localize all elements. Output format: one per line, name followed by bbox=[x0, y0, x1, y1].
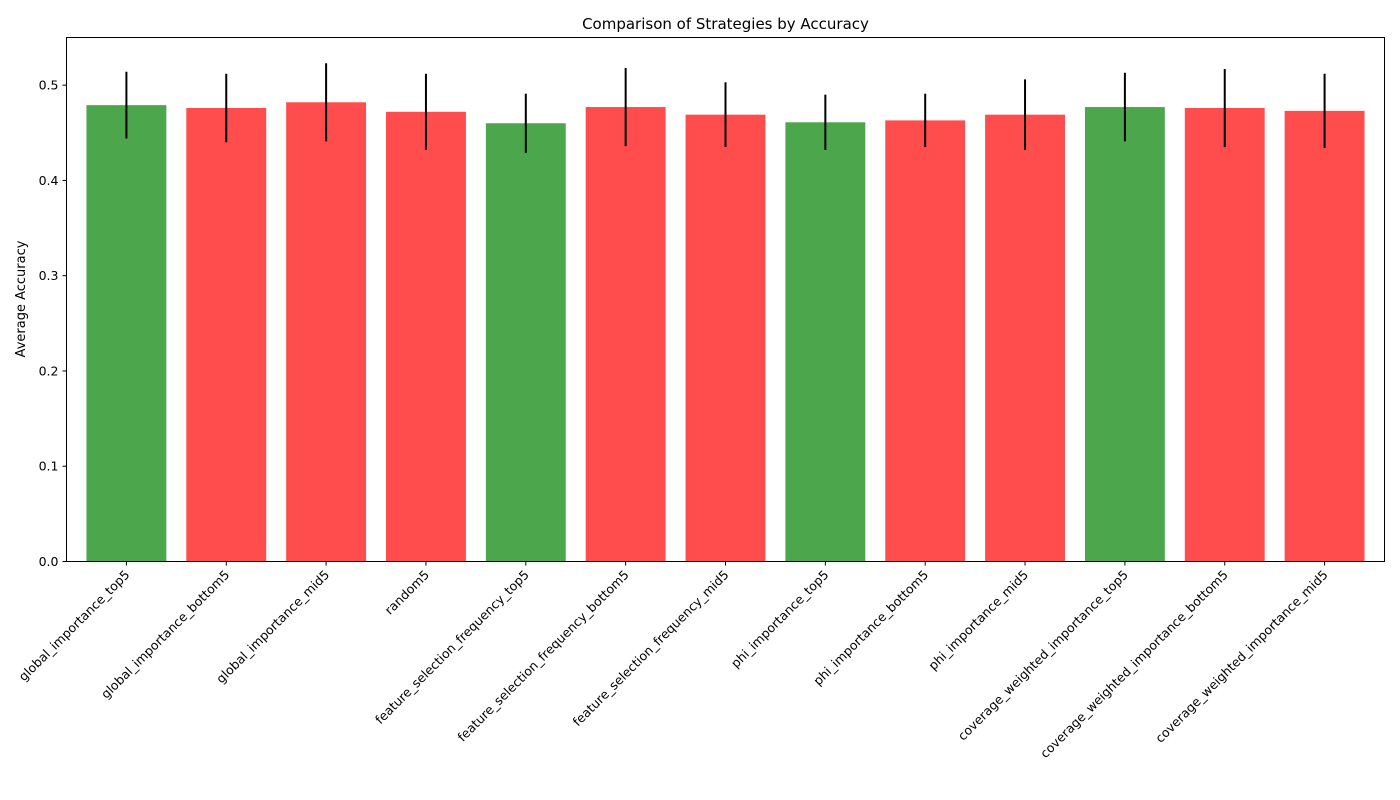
bar-feature_selection_frequency_bottom5 bbox=[585, 107, 666, 562]
x-tick-label-coverage_weighted_importance_top5: coverage_weighted_importance_top5 bbox=[955, 567, 1131, 743]
y-tick-label-0.3: 0.3 bbox=[39, 268, 59, 283]
x-axis: global_importance_top5 global_importance_… bbox=[16, 561, 1331, 761]
x-tick-label-phi_importance_top5: phi_importance_top5 bbox=[728, 567, 832, 671]
chart-title: Comparison of Strategies by Accuracy bbox=[582, 15, 869, 33]
y-tick-label-0.0: 0.0 bbox=[39, 554, 59, 569]
bars-layer bbox=[86, 102, 1365, 562]
bar-coverage_weighted_importance_top5 bbox=[1084, 107, 1165, 562]
bar-global_importance_bottom5 bbox=[186, 108, 267, 562]
x-tick-label-coverage_weighted_importance_bottom5: coverage_weighted_importance_bottom5 bbox=[1037, 567, 1231, 761]
bar-phi_importance_mid5 bbox=[985, 114, 1065, 562]
y-tick-label-0.5: 0.5 bbox=[39, 78, 59, 93]
y-axis-label: Average Accuracy bbox=[14, 240, 29, 357]
bar-feature_selection_frequency_top5 bbox=[485, 123, 566, 562]
x-tick-label-feature_selection_frequency_top5: feature_selection_frequency_top5 bbox=[372, 567, 532, 727]
x-tick-label-feature_selection_frequency_bottom5: feature_selection_frequency_bottom5 bbox=[454, 567, 631, 744]
bar-global_importance_mid5 bbox=[286, 102, 367, 562]
bar-random5 bbox=[386, 111, 466, 562]
y-tick-label-0.1: 0.1 bbox=[39, 459, 59, 474]
y-axis: 0.0 0.1 0.2 0.3 0.4 0.5 bbox=[39, 78, 67, 569]
x-tick-label-random5: random5 bbox=[382, 567, 433, 618]
x-tick-label-global_importance_mid5: global_importance_mid5 bbox=[213, 567, 332, 686]
x-tick-label-feature_selection_frequency_mid5: feature_selection_frequency_mid5 bbox=[569, 567, 731, 729]
y-tick-label-0.2: 0.2 bbox=[39, 363, 59, 378]
error-bars-layer bbox=[125, 63, 1326, 153]
bar-phi_importance_bottom5 bbox=[885, 120, 966, 562]
x-tick-label-coverage_weighted_importance_mid5: coverage_weighted_importance_mid5 bbox=[1152, 567, 1331, 746]
bar-coverage_weighted_importance_mid5 bbox=[1284, 110, 1365, 562]
bar-phi_importance_top5 bbox=[785, 122, 866, 562]
bar-global_importance_top5 bbox=[86, 105, 167, 562]
bar-feature_selection_frequency_mid5 bbox=[685, 114, 766, 562]
x-tick-label-global_importance_top5: global_importance_top5 bbox=[16, 567, 133, 684]
x-tick-label-phi_importance_mid5: phi_importance_mid5 bbox=[925, 567, 1031, 673]
y-tick-label-0.4: 0.4 bbox=[39, 173, 59, 188]
bar-coverage_weighted_importance_bottom5 bbox=[1184, 108, 1265, 562]
x-tick-label-phi_importance_bottom5: phi_importance_bottom5 bbox=[810, 567, 931, 688]
